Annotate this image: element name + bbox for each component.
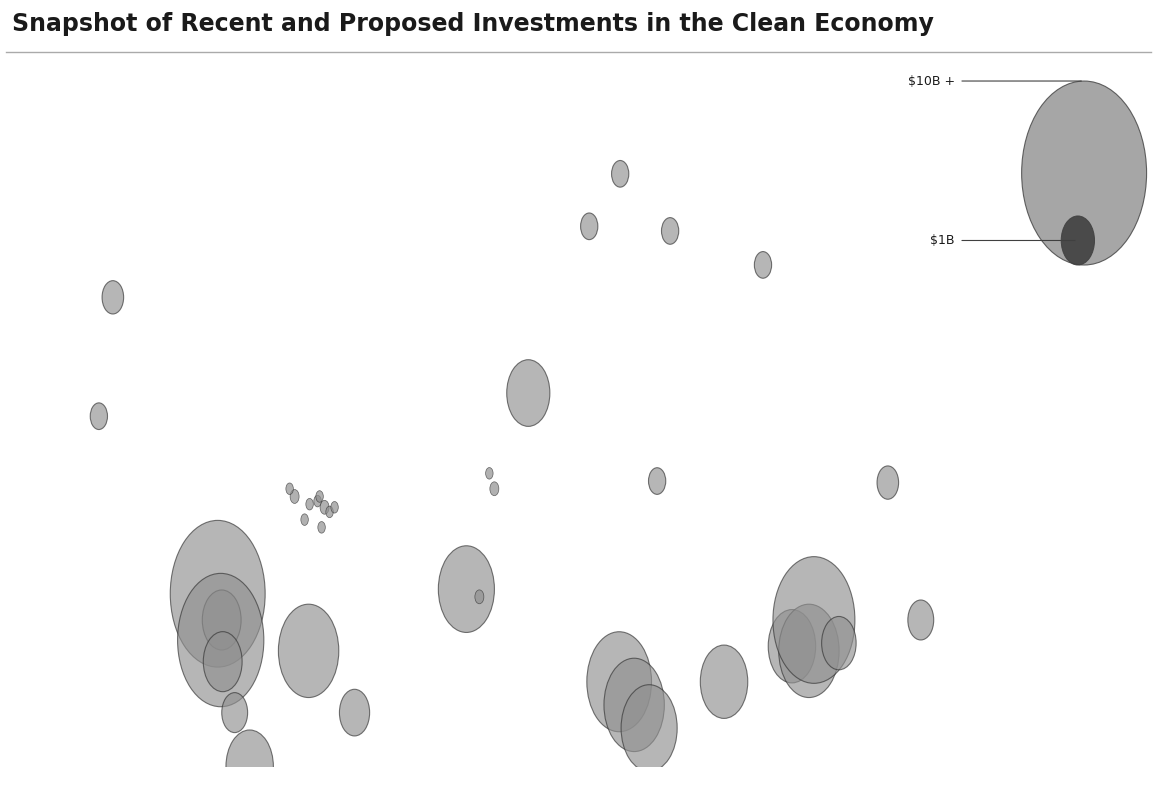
Circle shape xyxy=(754,252,772,278)
Circle shape xyxy=(507,360,550,426)
Circle shape xyxy=(331,501,338,513)
Circle shape xyxy=(587,632,651,732)
Circle shape xyxy=(1022,81,1147,265)
Circle shape xyxy=(474,590,484,604)
Circle shape xyxy=(662,218,679,245)
Circle shape xyxy=(222,692,248,733)
Circle shape xyxy=(700,645,747,718)
Circle shape xyxy=(779,604,839,697)
Circle shape xyxy=(773,557,855,684)
Circle shape xyxy=(621,684,677,771)
Circle shape xyxy=(301,514,308,525)
Circle shape xyxy=(286,483,294,495)
Circle shape xyxy=(581,213,598,240)
Circle shape xyxy=(102,281,124,314)
Circle shape xyxy=(768,609,816,683)
Circle shape xyxy=(439,546,494,633)
Circle shape xyxy=(908,600,934,640)
Circle shape xyxy=(649,468,665,495)
Circle shape xyxy=(821,617,856,670)
Circle shape xyxy=(170,521,265,667)
Text: $10B +: $10B + xyxy=(908,74,955,87)
Circle shape xyxy=(316,491,323,502)
Text: $1B: $1B xyxy=(930,234,955,247)
Circle shape xyxy=(305,499,314,510)
Circle shape xyxy=(320,500,329,514)
Circle shape xyxy=(202,590,241,650)
Circle shape xyxy=(612,161,628,187)
Circle shape xyxy=(877,466,899,500)
Circle shape xyxy=(314,495,322,507)
Circle shape xyxy=(318,521,325,533)
Circle shape xyxy=(290,490,300,504)
Circle shape xyxy=(489,482,499,495)
Circle shape xyxy=(604,659,664,751)
Circle shape xyxy=(177,573,264,707)
Circle shape xyxy=(1061,216,1095,265)
Circle shape xyxy=(226,730,273,803)
Circle shape xyxy=(204,632,242,692)
Circle shape xyxy=(326,506,333,518)
Text: Snapshot of Recent and Proposed Investments in the Clean Economy: Snapshot of Recent and Proposed Investme… xyxy=(12,12,934,36)
Circle shape xyxy=(486,467,493,479)
Circle shape xyxy=(279,604,339,697)
Circle shape xyxy=(339,689,369,736)
Circle shape xyxy=(90,403,108,429)
